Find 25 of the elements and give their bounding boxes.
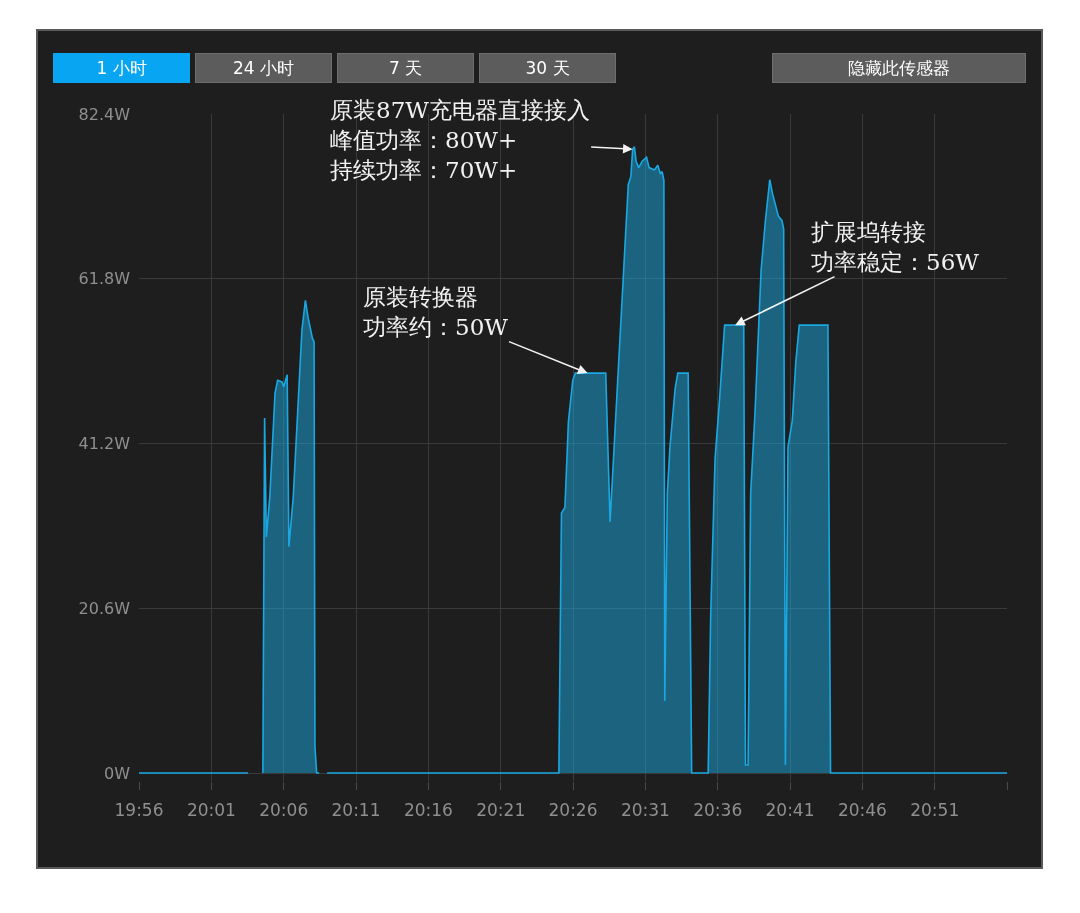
text: 1 小时 (96, 58, 147, 78)
y-tick-label: 41.2W (78, 434, 131, 454)
y-tick-label: 61.8W (78, 269, 131, 289)
annotation: 原装87W充电器直接接入峰值功率：80W+持续功率：70W+ (330, 97, 590, 183)
x-tick-label: 20:46 (837, 800, 887, 821)
text: 24 小时 (232, 58, 295, 78)
x-tick-label: 20:01 (186, 800, 236, 821)
x-tick-label: 20:21 (476, 800, 526, 821)
x-tick-label: 19:56 (114, 800, 164, 821)
y-tick-label: 0W (104, 763, 131, 783)
x-tick-label: 20:31 (620, 800, 670, 821)
text: 隐藏此传感器 (848, 58, 950, 78)
x-tick-label: 20:06 (259, 800, 309, 821)
x-tick-label: 20:41 (765, 800, 815, 821)
x-tick-label: 20:16 (403, 800, 453, 821)
annotation: 原装转换器功率约：50W (363, 284, 509, 340)
y-tick-label: 82.4W (78, 104, 131, 124)
x-tick-label: 20:36 (693, 800, 743, 821)
annotation: 扩展坞转接功率稳定：56W (811, 219, 980, 275)
y-tick-label: 20.6W (78, 598, 131, 618)
x-tick-label: 20:11 (331, 800, 381, 821)
text: 30 天 (525, 58, 570, 78)
x-tick-label: 20:26 (548, 800, 598, 821)
text: 7 天 (388, 58, 423, 78)
x-tick-label: 20:51 (910, 800, 960, 821)
